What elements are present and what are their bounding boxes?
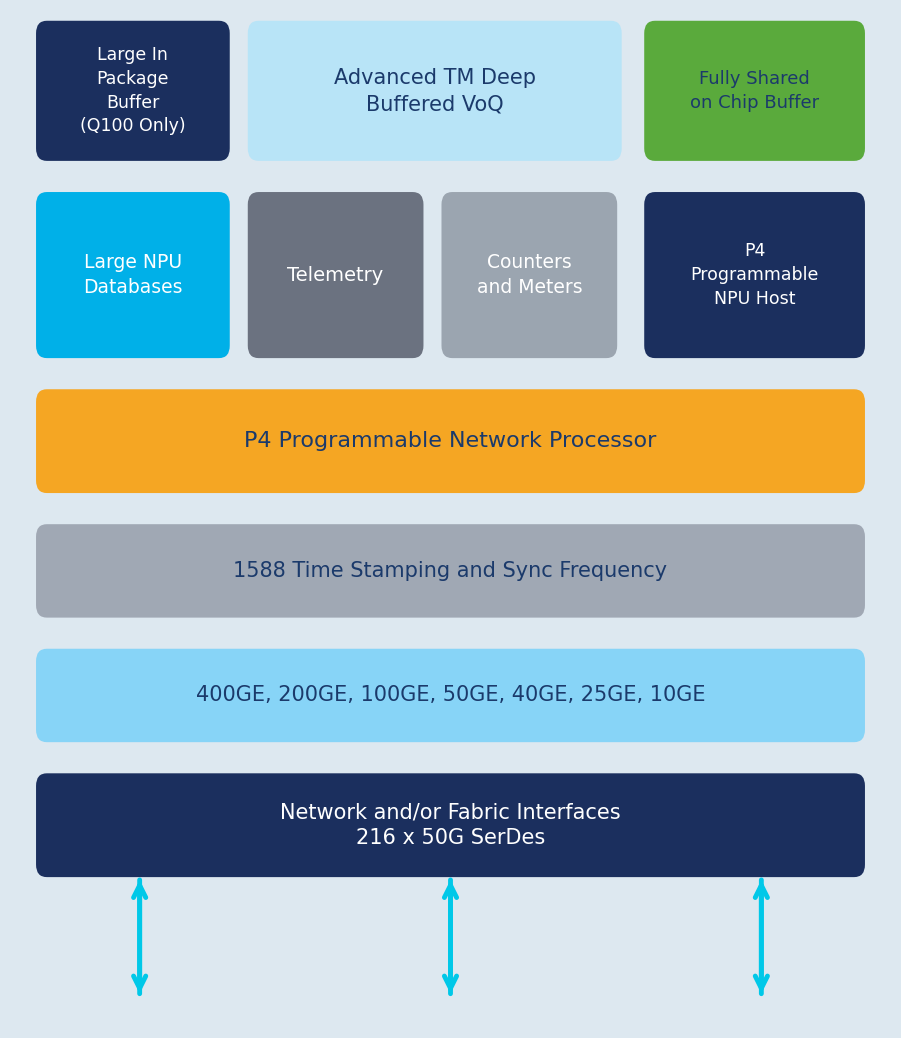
FancyBboxPatch shape: [36, 773, 865, 877]
FancyBboxPatch shape: [36, 192, 230, 358]
FancyBboxPatch shape: [36, 389, 865, 493]
Text: Large NPU
Databases: Large NPU Databases: [83, 253, 183, 297]
Text: P4
Programmable
NPU Host: P4 Programmable NPU Host: [690, 243, 819, 307]
FancyBboxPatch shape: [36, 524, 865, 618]
FancyBboxPatch shape: [36, 649, 865, 742]
FancyBboxPatch shape: [644, 192, 865, 358]
FancyBboxPatch shape: [36, 21, 230, 161]
Text: Counters
and Meters: Counters and Meters: [477, 253, 582, 297]
Text: Fully Shared
on Chip Buffer: Fully Shared on Chip Buffer: [690, 70, 819, 112]
FancyBboxPatch shape: [248, 192, 423, 358]
FancyBboxPatch shape: [441, 192, 617, 358]
FancyBboxPatch shape: [248, 21, 622, 161]
Text: Large In
Package
Buffer
(Q100 Only): Large In Package Buffer (Q100 Only): [80, 47, 186, 135]
FancyBboxPatch shape: [644, 21, 865, 161]
Text: Telemetry: Telemetry: [287, 266, 384, 284]
Text: P4 Programmable Network Processor: P4 Programmable Network Processor: [244, 431, 657, 452]
Text: 400GE, 200GE, 100GE, 50GE, 40GE, 25GE, 10GE: 400GE, 200GE, 100GE, 50GE, 40GE, 25GE, 1…: [196, 685, 705, 706]
Text: 1588 Time Stamping and Sync Frequency: 1588 Time Stamping and Sync Frequency: [233, 561, 668, 581]
Text: Advanced TM Deep
Buffered VoQ: Advanced TM Deep Buffered VoQ: [333, 67, 536, 114]
Text: Network and/or Fabric Interfaces
216 x 50G SerDes: Network and/or Fabric Interfaces 216 x 5…: [280, 802, 621, 848]
